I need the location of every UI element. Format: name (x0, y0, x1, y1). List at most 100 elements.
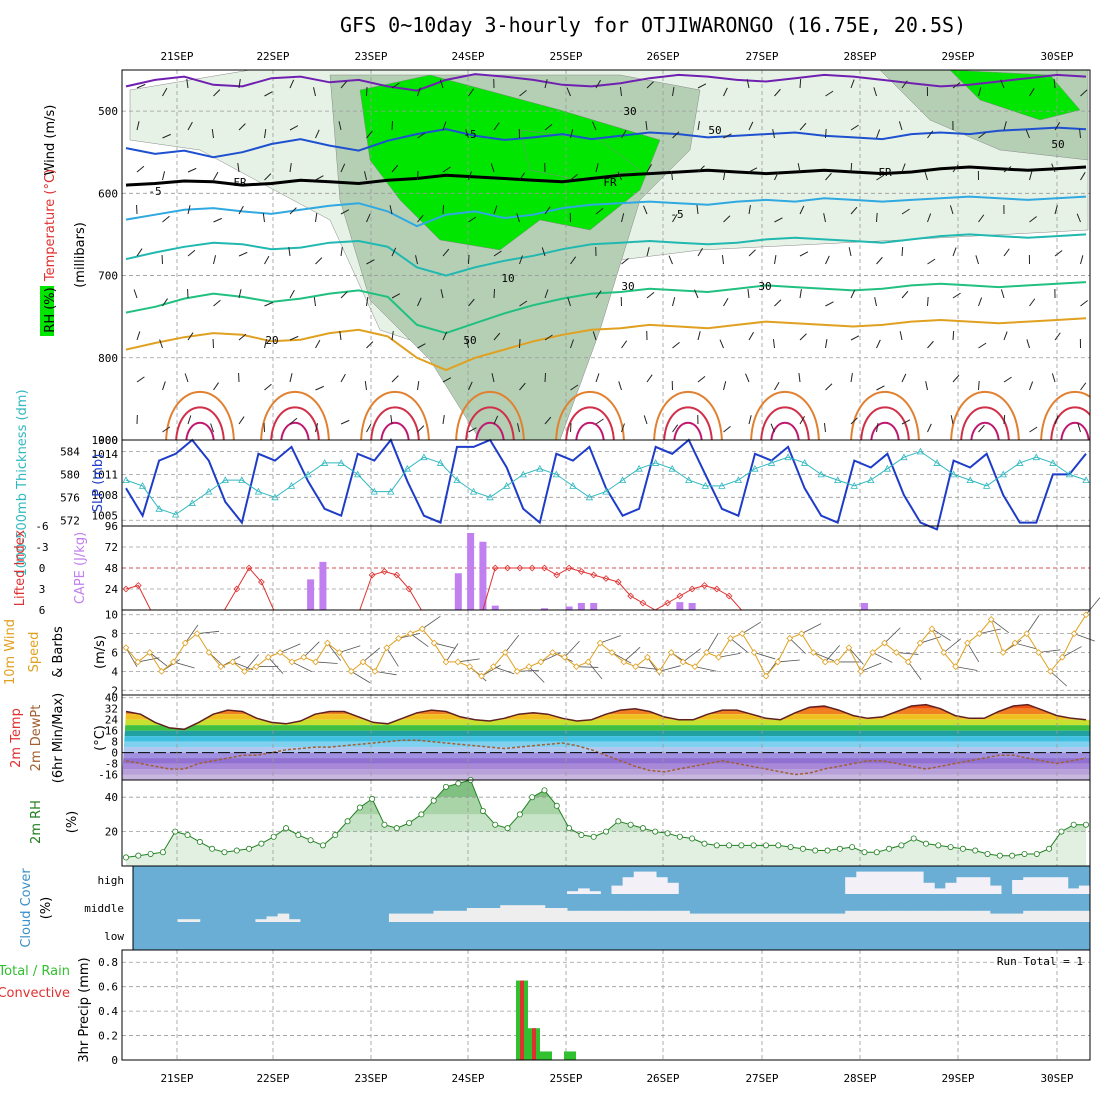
rh-marker (553, 802, 560, 809)
thickness-marker (436, 459, 445, 466)
cape-tick-label: 72 (105, 541, 118, 554)
contour-label: 30 (623, 105, 636, 118)
cape-bar (467, 533, 475, 610)
wind-barb (366, 130, 373, 139)
wind-barb (519, 382, 526, 391)
contour-label: -5 (148, 185, 161, 198)
wind-barb-10m (339, 645, 361, 653)
contour-label: -5 (463, 128, 476, 141)
wind-speed-marker (679, 658, 687, 666)
middle-cloud-bar (444, 910, 457, 922)
wind-barb (213, 217, 222, 223)
wind-barb (338, 121, 342, 131)
thickness-marker (618, 476, 627, 484)
wind-barb (747, 289, 750, 299)
middle-cloud-bar (789, 913, 802, 922)
wind-barb (1029, 88, 1035, 97)
wind-speed-marker (300, 653, 308, 661)
top-date-label: 30SEP (1040, 50, 1073, 63)
wind-barb (927, 340, 934, 349)
wind-barb (723, 425, 731, 433)
high-cloud-bar (622, 877, 635, 894)
thickness-tick-label: 576 (60, 491, 80, 504)
wind-speed-marker (193, 630, 201, 638)
thickness-marker (1065, 470, 1074, 478)
thickness-marker (585, 493, 594, 501)
wind-barb-10m (979, 628, 1001, 635)
rh-marker (861, 849, 868, 856)
middle-cloud-bar (266, 916, 279, 922)
thickness-marker (536, 464, 544, 472)
wind-barb (798, 373, 801, 383)
high-cloud-bar (1023, 877, 1035, 894)
wind-barb (442, 166, 451, 173)
middle-cloud-bar (900, 910, 913, 922)
thickness-marker (751, 464, 759, 472)
precip-axis-label: 3hr Precip (mm) (77, 957, 92, 1062)
wind-barb (619, 87, 622, 97)
high-cloud-bar (911, 871, 924, 894)
thickness-marker (304, 470, 312, 478)
wind-barb-10m (872, 652, 893, 663)
wind-barb (493, 332, 501, 341)
wind-barb (595, 373, 600, 383)
wind-speed-marker (371, 667, 379, 675)
rh-marker (332, 832, 339, 839)
rh-marker (935, 842, 942, 849)
contour-label: 50 (708, 124, 721, 137)
precip-convective-bar (520, 980, 524, 1060)
wind-speed-marker (501, 649, 509, 656)
wind-speed-marker (667, 649, 675, 656)
middle-cloud-bar (422, 913, 434, 922)
wind-barb (1051, 373, 1056, 383)
middle-cloud-bar (834, 913, 846, 922)
thickness-marker (966, 476, 974, 484)
wind-speed-marker (1082, 611, 1090, 619)
wind-barb (1003, 414, 1006, 425)
middle-cloud-bar (1000, 913, 1013, 922)
wind-barb (621, 423, 625, 433)
wind-barb-10m (267, 656, 284, 674)
temperature-label: Temperature (°C) (43, 169, 58, 282)
cape-bar (688, 603, 696, 610)
wind-barb (1080, 255, 1084, 265)
thickness-marker (933, 459, 941, 466)
high-cloud-bar (611, 885, 624, 894)
wind-barb (774, 255, 777, 265)
wind-barb-10m (587, 661, 603, 680)
middle-cloud-bar (667, 910, 679, 922)
wind-barb (772, 339, 775, 349)
rh-marker (836, 845, 843, 852)
wind-speed-marker (1023, 630, 1031, 638)
warm-contour (1050, 406, 1090, 440)
wind-barb-10m (386, 647, 399, 667)
wind-barb (516, 213, 520, 223)
wind-barb (340, 163, 346, 173)
middle-cloud-bar (822, 913, 835, 922)
wind-barb (1080, 172, 1086, 181)
thickness-marker (569, 482, 577, 489)
top-date-label: 26SEP (646, 50, 679, 63)
thickness-marker (1049, 459, 1057, 466)
thickness-marker (287, 482, 296, 489)
wind-speed-marker (158, 667, 165, 675)
middle-cloud-bar (923, 910, 935, 922)
bottom-date-label: 27SEP (745, 1072, 778, 1085)
run-total-annotation: Run Total = 1 (997, 955, 1083, 968)
wind-barb (238, 289, 242, 299)
wind-barb (264, 255, 270, 265)
wind-barb (876, 339, 881, 349)
high-cloud-bar (644, 871, 657, 894)
rh-marker (689, 835, 696, 842)
contour-label: 50 (1051, 138, 1064, 151)
thickness-marker (254, 487, 263, 495)
cape-axis-label: CAPE (J/kg) (73, 532, 88, 604)
high-cloud-bar (867, 871, 880, 894)
wind-barb (468, 254, 470, 265)
wind-speed-marker (691, 663, 699, 671)
lifted-index-marker (614, 578, 622, 586)
wind-barb-10m (362, 647, 381, 663)
wind-barb-10m (1050, 671, 1068, 687)
wind-barb (1003, 376, 1012, 383)
thickness-marker (171, 510, 180, 518)
